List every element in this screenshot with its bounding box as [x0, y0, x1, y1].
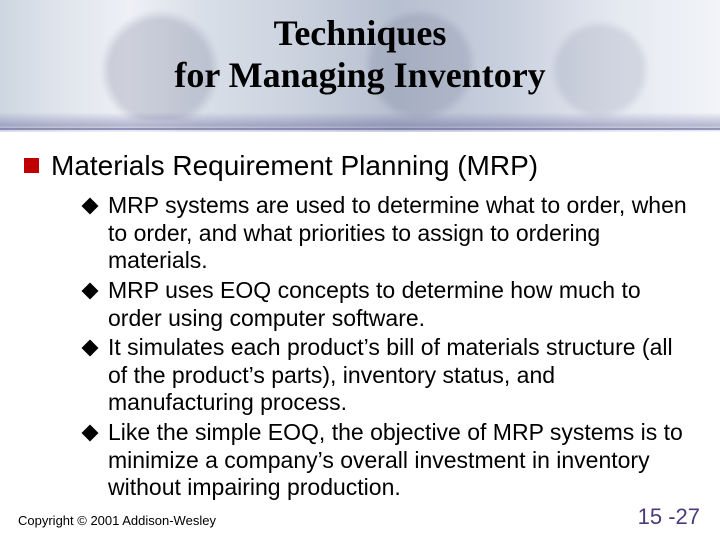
- sub-text: MRP uses EOQ concepts to determine how m…: [108, 277, 696, 332]
- sub-text: Like the simple EOQ, the objective of MR…: [108, 419, 696, 502]
- page-number: 15 -27: [638, 504, 700, 530]
- sub-text: MRP systems are used to determine what t…: [108, 192, 696, 275]
- copyright-text: Copyright © 2001 Addison-Wesley: [18, 513, 216, 528]
- square-bullet-icon: [24, 158, 39, 173]
- header-divider: [0, 128, 720, 130]
- diamond-bullet-icon: [82, 424, 99, 441]
- slide-title: Techniques for Managing Inventory: [0, 12, 720, 96]
- main-bullet-item: Materials Requirement Planning (MRP): [24, 150, 696, 182]
- title-line1: Techniques: [274, 13, 447, 53]
- title-line2: for Managing Inventory: [174, 55, 545, 95]
- diamond-bullet-icon: [82, 282, 99, 299]
- list-item: It simulates each product’s bill of mate…: [84, 334, 696, 417]
- slide-content: Materials Requirement Planning (MRP) MRP…: [24, 150, 696, 504]
- diamond-bullet-icon: [82, 198, 99, 215]
- sub-bullet-list: MRP systems are used to determine what t…: [84, 192, 696, 502]
- diamond-bullet-icon: [82, 340, 99, 357]
- list-item: MRP uses EOQ concepts to determine how m…: [84, 277, 696, 332]
- main-heading-text: Materials Requirement Planning (MRP): [51, 150, 538, 182]
- list-item: MRP systems are used to determine what t…: [84, 192, 696, 275]
- sub-text: It simulates each product’s bill of mate…: [108, 334, 696, 417]
- list-item: Like the simple EOQ, the objective of MR…: [84, 419, 696, 502]
